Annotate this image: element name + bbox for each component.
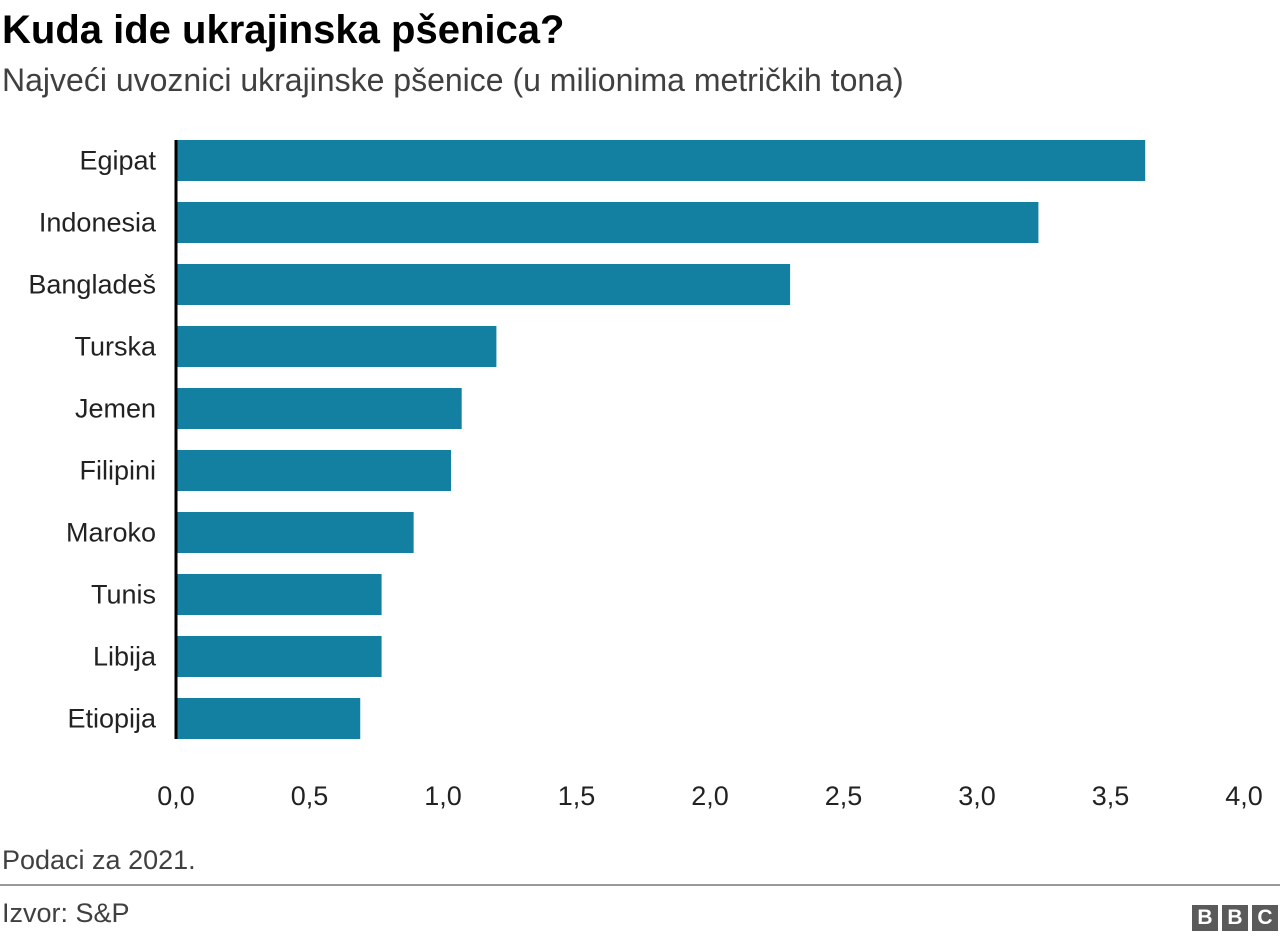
category-label: Bangladeš [28, 270, 156, 300]
bar-etiopija [176, 698, 361, 739]
x-tick-label: 2,5 [825, 781, 863, 810]
category-label: Turska [74, 332, 156, 362]
bar-turska [176, 326, 497, 367]
category-label: Indonesia [39, 208, 157, 238]
bar-tunis [176, 574, 382, 615]
x-tick-label: 0,0 [157, 781, 195, 810]
bar-egipat [176, 140, 1146, 181]
bbc-logo-letter: C [1252, 905, 1278, 931]
x-tick-label: 0,5 [291, 781, 329, 810]
bar-jemen [176, 388, 462, 429]
x-tick-label: 1,5 [558, 781, 596, 810]
x-tick-labels: 0,0 0,5 1,0 1,5 2,0 2,5 3,0 3,5 4,0 [157, 781, 1263, 810]
chart-subtitle: Najveći uvoznici ukrajinske pšenice (u m… [2, 62, 904, 98]
source-text: Izvor: S&P [2, 898, 130, 928]
category-label: Filipini [79, 456, 156, 486]
category-label: Jemen [75, 394, 156, 424]
x-tick-label: 3,0 [958, 781, 996, 810]
data-note: Podaci za 2021. [2, 845, 196, 875]
x-tick-label: 1,0 [424, 781, 462, 810]
bar-bangladeš [176, 264, 791, 305]
bar-chart: Egipat Indonesia Bangladeš Turska Jemen Filip… [28, 140, 1263, 810]
category-label: Egipat [79, 146, 156, 176]
bbc-logo-letter: B [1192, 905, 1218, 931]
bbc-logo: B B C [1192, 905, 1278, 931]
x-tick-label: 3,5 [1092, 781, 1130, 810]
bar-group [176, 140, 1146, 739]
category-label: Etiopija [67, 704, 157, 734]
bar-maroko [176, 512, 414, 553]
x-tick-label: 2,0 [691, 781, 729, 810]
bar-filipini [176, 450, 452, 491]
bar-indonesia [176, 202, 1039, 243]
footer-divider [0, 884, 1280, 886]
x-tick-label: 4,0 [1225, 781, 1263, 810]
category-label: Tunis [91, 580, 156, 610]
category-label: Maroko [66, 518, 156, 548]
bar-libija [176, 636, 382, 677]
bbc-logo-letter: B [1222, 905, 1248, 931]
chart-title: Kuda ide ukrajinska pšenica? [2, 8, 565, 52]
category-label: Libija [93, 642, 157, 672]
category-labels: Egipat Indonesia Bangladeš Turska Jemen Filip… [28, 146, 157, 734]
